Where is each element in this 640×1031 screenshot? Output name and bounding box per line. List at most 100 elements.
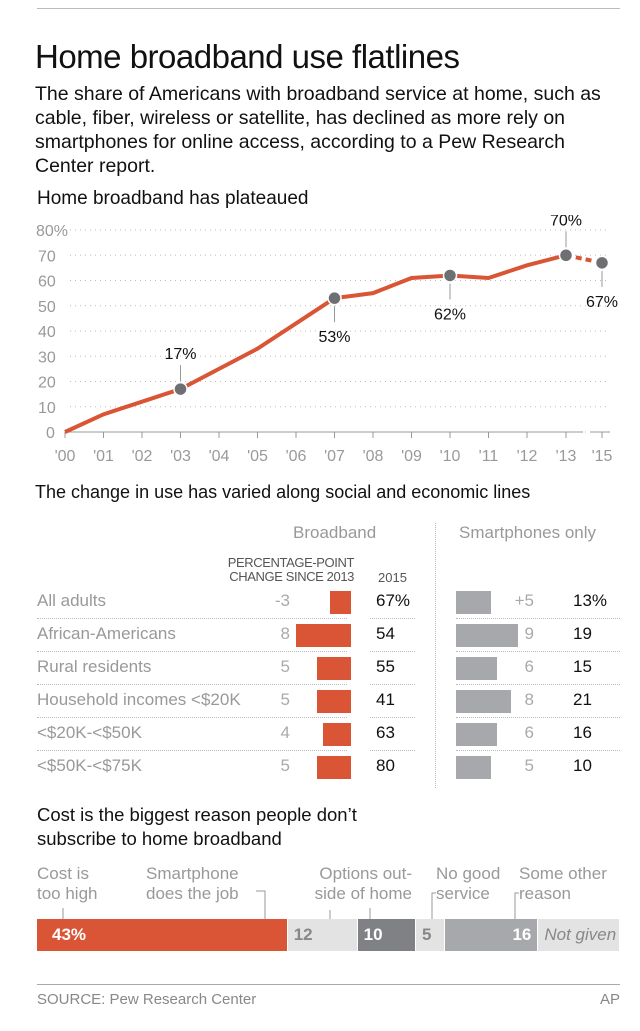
row-divider: [37, 618, 347, 619]
footer-rule: [37, 984, 620, 985]
segment-value: 43%: [52, 925, 87, 944]
y-tick-label: 60: [38, 274, 56, 291]
stacked-segment: 12: [287, 919, 357, 951]
stacked-segment: Not given: [538, 919, 619, 951]
segment-value: 10: [363, 925, 383, 944]
broadband-change-bar: [330, 591, 351, 614]
segment-value: 16: [512, 925, 532, 944]
smartphone-change-label: 5: [524, 756, 534, 775]
x-tick-label: '04: [209, 448, 230, 465]
broadband-2015-value: 63: [376, 723, 395, 742]
smartphone-change-bar: [456, 624, 519, 647]
x-tick-label: '01: [93, 448, 114, 465]
x-tick-label: '05: [247, 448, 268, 465]
smartphone-2015-value: 13%: [573, 591, 608, 610]
smartphone-change-label: +5: [514, 591, 534, 610]
line-chart-title: Home broadband has plateaued: [37, 188, 309, 209]
data-label: 70%: [550, 215, 582, 229]
row-divider: [456, 717, 620, 718]
x-tick-label: '13: [556, 448, 577, 465]
x-tick-label: '03: [170, 448, 191, 465]
smartphone-change-label: 6: [524, 657, 534, 676]
smartphone-2015-value: 19: [573, 624, 592, 643]
y-tick-label: 70: [38, 248, 56, 265]
segment-value: 5: [421, 925, 432, 944]
x-tick-label: '11: [479, 448, 499, 465]
row-label: Household incomes <$20K: [37, 690, 241, 709]
row-divider: [37, 717, 347, 718]
broadband-change-bar: [316, 690, 351, 713]
row-divider: [370, 618, 415, 619]
row-divider: [370, 717, 415, 718]
smartphone-change-bar: [456, 657, 498, 680]
broadband-change-bar: [295, 624, 351, 647]
x-tick-label: '07: [324, 448, 345, 465]
row-divider: [370, 684, 415, 685]
row-divider: [456, 618, 620, 619]
segment-value: Not given: [544, 925, 617, 944]
smartphone-2015-value: 21: [573, 690, 592, 709]
broadband-change-bar: [316, 756, 351, 779]
data-point: [173, 381, 188, 397]
broadband-header: Broadband: [293, 523, 377, 542]
source: SOURCE: Pew Research Center: [37, 991, 257, 1008]
broadband-change-label: 5: [280, 756, 290, 775]
page-title: Home broadband use flatlines: [35, 38, 460, 75]
stacked-segment: 43%: [37, 919, 287, 951]
smartphone-change-label: 9: [524, 624, 534, 643]
series-line: [64, 253, 567, 434]
row-label: <$50K-<$75K: [37, 756, 142, 775]
row-divider: [37, 684, 347, 685]
year-column-header: 2015: [378, 570, 407, 585]
broadband-2015-value: 41: [376, 690, 395, 709]
broadband-2015-value: 80: [376, 756, 395, 775]
data-label: 17%: [164, 346, 196, 363]
broadband-2015-value: 67%: [376, 591, 411, 610]
y-tick-label: 40: [38, 324, 56, 341]
change-column-header: PERCENTAGE-POINT CHANGE SINCE 2013: [227, 555, 355, 584]
y-tick-label: 50: [38, 299, 56, 316]
row-divider: [37, 750, 347, 751]
data-point: [327, 290, 342, 306]
row-divider: [456, 684, 620, 685]
x-tick-label: '15: [592, 448, 613, 465]
broadband-change-label: -3: [274, 591, 290, 610]
smartphone-change-bar: [456, 591, 491, 614]
stacked-segment: 16: [445, 919, 538, 951]
data-label: 62%: [434, 306, 466, 323]
x-tick-label: '02: [132, 448, 153, 465]
segment-label-cost: Cost is too high: [37, 864, 98, 903]
segment-label-no-service: No good service: [436, 864, 501, 903]
row-label: <$20K-<$50K: [37, 723, 142, 742]
row-divider: [370, 750, 415, 751]
row-divider: [456, 651, 620, 652]
smartphones-header: Smartphones only: [459, 523, 597, 542]
broadband-change-label: 5: [280, 690, 290, 709]
y-tick-label: 80%: [36, 223, 68, 240]
broadband-change-label: 8: [280, 624, 290, 643]
data-point: [442, 268, 458, 283]
smartphone-change-bar: [456, 756, 491, 779]
row-divider: [37, 651, 347, 652]
stacked-bar-title: Cost is the biggest reason people don’t …: [37, 804, 357, 849]
column-divider: [435, 523, 436, 788]
smartphone-2015-value: 15: [573, 657, 592, 676]
data-label: 67%: [586, 294, 618, 311]
x-tick-label: '09: [401, 448, 422, 465]
segment-value: 12: [293, 925, 313, 944]
smartphone-change-label: 8: [524, 690, 534, 709]
data-label: 53%: [318, 329, 350, 346]
smartphone-2015-value: 10: [573, 756, 592, 775]
row-label: African-Americans: [37, 624, 176, 643]
broadband-2015-value: 55: [376, 657, 395, 676]
x-tick-label: '08: [363, 448, 384, 465]
smartphone-change-label: 6: [524, 723, 534, 742]
top-rule: [37, 8, 620, 9]
leader-lines: [62, 890, 519, 919]
smartphone-2015-value: 16: [573, 723, 592, 742]
segment-label-other: Some other reason: [519, 864, 607, 903]
broadband-2015-value: 54: [376, 624, 395, 643]
broadband-change-label: 5: [280, 657, 290, 676]
y-tick-label: 10: [38, 400, 56, 417]
